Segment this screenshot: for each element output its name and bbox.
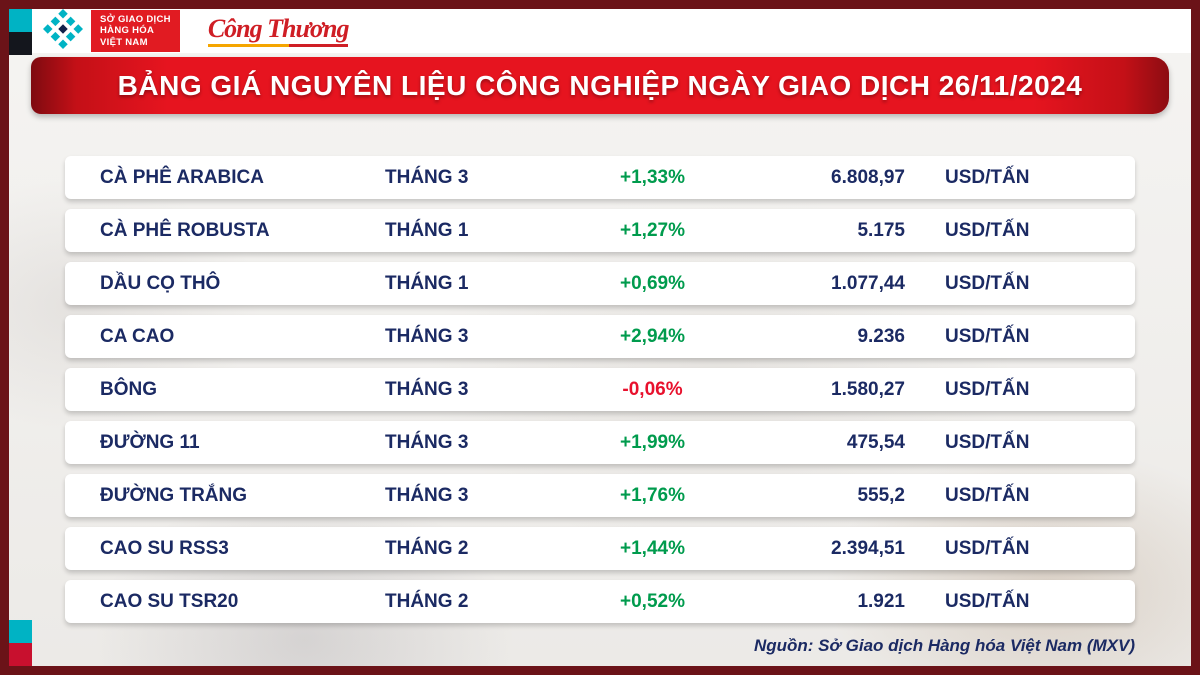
corner-decoration [9,643,32,666]
price-unit: USD/TẤN [945,219,1030,241]
table-row: CÀ PHÊ ROBUSTA THÁNG 1 +1,27% 5.175 USD/… [65,209,1135,252]
price-value: 475,54 [846,431,905,453]
price-value: 1.077,44 [831,272,905,294]
table-row: ĐƯỜNG 11 THÁNG 3 +1,99% 475,54 USD/TẤN [65,421,1135,464]
contract-month: THÁNG 3 [385,484,469,506]
mxv-diamond-icon [43,9,83,54]
price-value: 9.236 [857,325,905,347]
contract-month: THÁNG 1 [385,272,469,294]
corner-decoration [9,620,32,643]
contract-month: THÁNG 3 [385,325,469,347]
price-value: 1.580,27 [831,378,905,400]
commodity-name: ĐƯỜNG 11 [100,431,200,453]
percent-change: +1,27% [620,219,685,241]
percent-change: +0,69% [620,272,685,294]
table-row: ĐƯỜNG TRẮNG THÁNG 3 +1,76% 555,2 USD/TẤN [65,474,1135,517]
mxv-name-line: HÀNG HÓA [100,25,155,37]
corner-decoration [9,9,32,32]
table-row: CAO SU RSS3 THÁNG 2 +1,44% 2.394,51 USD/… [65,527,1135,570]
percent-change: +2,94% [620,325,685,347]
commodity-name: CÀ PHÊ ARABICA [100,166,264,188]
price-unit: USD/TẤN [945,378,1030,400]
commodity-name: CAO SU TSR20 [100,590,239,612]
percent-change: +1,99% [620,431,685,453]
content-area: CÀ PHÊ ARABICA THÁNG 3 +1,33% 6.808,97 U… [9,114,1191,666]
mxv-name: SỞ GIAO DỊCH HÀNG HÓA VIỆT NAM [91,9,180,53]
cong-thuong-wordmark: Công Thương [207,13,350,43]
percent-change: +1,33% [620,166,685,188]
commodity-name: CA CAO [100,325,175,347]
title-banner: BẢNG GIÁ NGUYÊN LIỆU CÔNG NGHIỆP NGÀY GI… [31,57,1169,114]
percent-change: +1,76% [620,484,685,506]
cong-thuong-logo: Công Thương [207,13,350,47]
price-unit: USD/TẤN [945,537,1030,559]
percent-change: -0,06% [622,378,683,400]
price-value: 2.394,51 [831,537,905,559]
commodity-name: CAO SU RSS3 [100,537,229,559]
percent-change: +0,52% [620,590,685,612]
price-unit: USD/TẤN [945,484,1030,506]
corner-decoration [9,32,32,55]
commodity-name: ĐƯỜNG TRẮNG [100,484,248,506]
price-value: 555,2 [857,484,905,506]
table-row: DẦU CỌ THÔ THÁNG 1 +0,69% 1.077,44 USD/T… [65,262,1135,305]
price-table: CÀ PHÊ ARABICA THÁNG 3 +1,33% 6.808,97 U… [65,156,1135,623]
price-unit: USD/TẤN [945,166,1030,188]
table-row: CAO SU TSR20 THÁNG 2 +0,52% 1.921 USD/TẤ… [65,580,1135,623]
contract-month: THÁNG 3 [385,378,469,400]
contract-month: THÁNG 3 [385,166,469,188]
table-row: CÀ PHÊ ARABICA THÁNG 3 +1,33% 6.808,97 U… [65,156,1135,199]
table-row: CA CAO THÁNG 3 +2,94% 9.236 USD/TẤN [65,315,1135,358]
table-row: BÔNG THÁNG 3 -0,06% 1.580,27 USD/TẤN [65,368,1135,411]
price-value: 6.808,97 [831,166,905,188]
page-title: BẢNG GIÁ NGUYÊN LIỆU CÔNG NGHIỆP NGÀY GI… [117,69,1083,101]
source-note: Nguồn: Sở Giao dịch Hàng hóa Việt Nam (M… [753,636,1135,655]
percent-change: +1,44% [620,537,685,559]
commodity-name: CÀ PHÊ ROBUSTA [100,219,270,241]
price-value: 1.921 [857,590,905,612]
cong-thuong-underline [207,43,349,47]
contract-month: THÁNG 1 [385,219,469,241]
price-value: 5.175 [857,219,905,241]
price-unit: USD/TẤN [945,431,1030,453]
commodity-name: DẦU CỌ THÔ [100,272,221,294]
contract-month: THÁNG 2 [385,590,469,612]
contract-month: THÁNG 3 [385,431,469,453]
price-unit: USD/TẤN [945,325,1030,347]
price-unit: USD/TẤN [945,272,1030,294]
mxv-name-line: VIỆT NAM [100,36,148,48]
contract-month: THÁNG 2 [385,537,469,559]
commodity-name: BÔNG [100,378,157,400]
top-bar: SỞ GIAO DỊCH HÀNG HÓA VIỆT NAM Công Thươ… [9,9,1191,53]
price-unit: USD/TẤN [945,590,1030,612]
mxv-name-line: SỞ GIAO DỊCH [100,13,171,25]
mxv-logo: SỞ GIAO DỊCH HÀNG HÓA VIỆT NAM [43,9,180,54]
